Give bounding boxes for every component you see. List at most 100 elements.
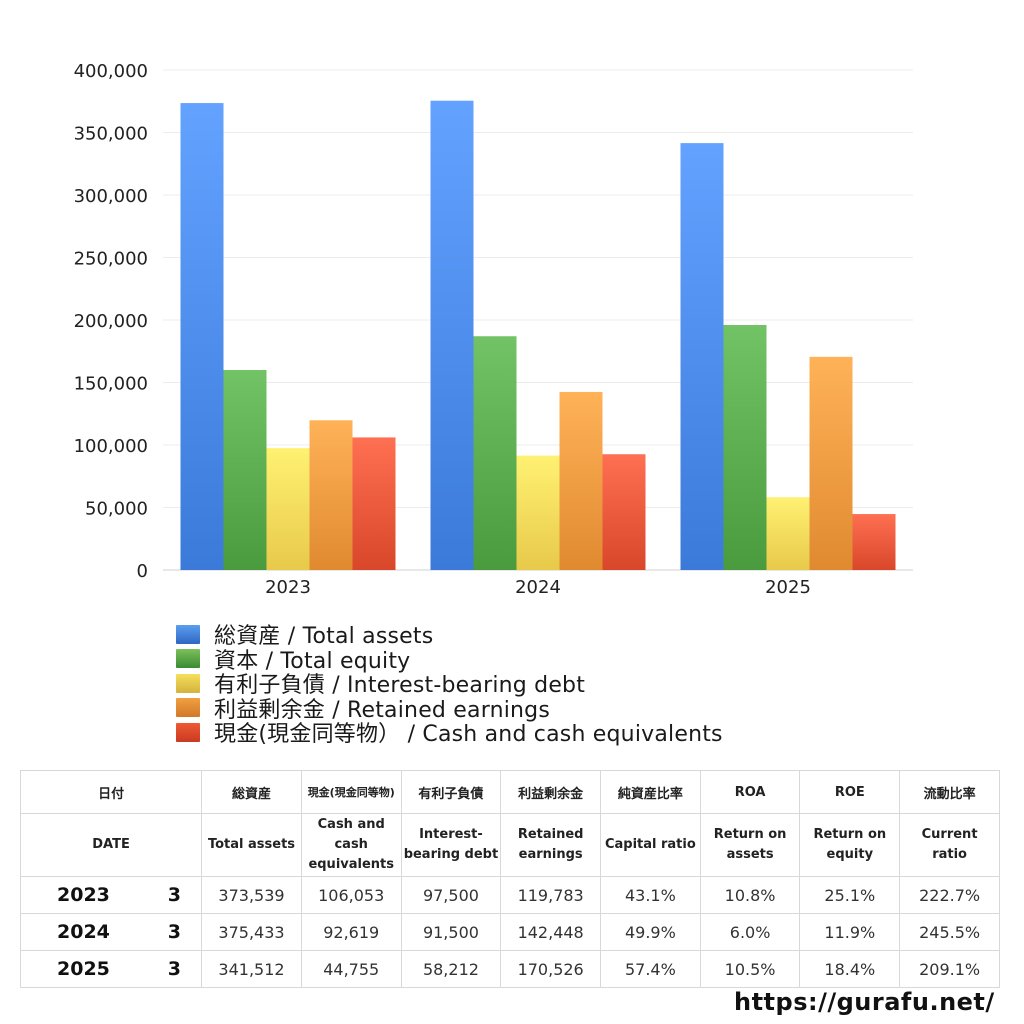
cell-debt: 91,500 <box>400 913 502 951</box>
cell-capital-ratio: 57.4% <box>600 950 701 988</box>
cell-roe: 11.9% <box>799 913 901 951</box>
bar-2023-series-1 <box>223 370 267 570</box>
cell-retained: 119,783 <box>500 876 602 914</box>
y-tick-label: 350,000 <box>74 124 148 145</box>
header-roe-jp: ROE <box>799 770 901 814</box>
table-row: 2024 3 375,433 92,619 91,500 142,448 49.… <box>19 913 1000 951</box>
bar-chart: 0 50,000 100,000 150,000 200,000 250,000 300,0… <box>74 61 913 598</box>
header-retained-en: Retained earnings <box>500 813 602 877</box>
table-row: 2023 3 373,539 106,053 97,500 119,783 43… <box>19 876 1000 914</box>
legend-swatch <box>176 649 200 669</box>
row-month: 3 <box>149 950 203 988</box>
bar-2025-series-2 <box>766 497 810 570</box>
cell-cash: 92,619 <box>300 913 402 951</box>
bar-2025-series-4 <box>852 514 896 570</box>
cell-total-assets: 341,512 <box>201 950 302 988</box>
cell-cash: 106,053 <box>300 876 402 914</box>
legend-swatch <box>176 722 200 742</box>
legend-label: 利益剰余金 / Retained earnings <box>214 697 550 723</box>
y-tick-label: 50,000 <box>85 499 148 520</box>
cell-roa: 10.8% <box>699 876 801 914</box>
header-retained-jp: 利益剰余金 <box>500 770 602 814</box>
cell-capital-ratio: 43.1% <box>600 876 701 914</box>
y-tick-label: 100,000 <box>74 436 148 457</box>
table-row: 2025 3 341,512 44,755 58,212 170,526 57.… <box>19 950 1000 988</box>
bar-2023-series-4 <box>352 437 396 570</box>
bars <box>180 100 896 571</box>
header-total-assets-en: Total assets <box>201 813 302 877</box>
row-year: 2024 <box>19 913 150 951</box>
cell-current-ratio: 222.7% <box>899 876 1000 914</box>
table-header-jp: 日付 総資産 現金(現金同等物) 有利子負債 利益剰余金 純資産比率 ROA R… <box>19 770 1000 814</box>
header-total-assets-jp: 総資産 <box>201 770 302 814</box>
y-tick-label: 250,000 <box>74 249 148 270</box>
bar-2024-series-2 <box>516 455 560 570</box>
x-tick-label: 2023 <box>265 577 311 598</box>
y-tick-label: 300,000 <box>74 186 148 207</box>
legend-label: 総資産 / Total assets <box>214 624 434 650</box>
legend-item-total-assets: 総資産 / Total assets <box>176 622 723 649</box>
table-header-en: DATE Total assets Cash and cash equivale… <box>19 813 1000 877</box>
cell-retained: 142,448 <box>500 913 602 951</box>
header-roa-jp: ROA <box>699 770 801 814</box>
legend-item-total-equity: 資本 / Total equity <box>176 647 723 674</box>
cell-roe: 18.4% <box>799 950 901 988</box>
cell-roa: 10.5% <box>699 950 801 988</box>
cell-cash: 44,755 <box>300 950 402 988</box>
header-capital-ratio-jp: 純資産比率 <box>600 770 701 814</box>
bar-2024-series-4 <box>602 454 646 570</box>
bar-2025-series-3 <box>809 356 853 570</box>
legend-item-interest-bearing-debt: 有利子負債 / Interest-bearing debt <box>176 671 723 698</box>
legend-item-cash: 現金(現金同等物） / Cash and cash equivalents <box>176 720 723 747</box>
header-roa-en: Return on assets <box>699 813 801 877</box>
y-tick-label: 0 <box>137 561 148 582</box>
legend-swatch <box>176 698 200 718</box>
header-current-ratio-en: Current ratio <box>899 813 1000 877</box>
bar-2024-series-0 <box>430 100 474 571</box>
row-year: 2023 <box>19 876 150 914</box>
cell-retained: 170,526 <box>500 950 602 988</box>
cell-roe: 25.1% <box>799 876 901 914</box>
row-month: 3 <box>149 913 203 951</box>
legend-item-retained-earnings: 利益剰余金 / Retained earnings <box>176 696 723 723</box>
financial-table: 日付 総資産 現金(現金同等物) 有利子負債 利益剰余金 純資産比率 ROA R… <box>19 770 1000 988</box>
cell-debt: 97,500 <box>400 876 502 914</box>
cell-current-ratio: 209.1% <box>899 950 1000 988</box>
header-date-en: DATE <box>19 813 203 877</box>
legend-swatch <box>176 624 200 644</box>
bar-2025-series-1 <box>723 325 767 570</box>
row-month: 3 <box>149 876 203 914</box>
cell-total-assets: 375,433 <box>201 913 302 951</box>
chart-legend: 総資産 / Total assets 資本 / Total equity 有利子… <box>176 622 723 747</box>
cell-current-ratio: 245.5% <box>899 913 1000 951</box>
cell-total-assets: 373,539 <box>201 876 302 914</box>
y-tick-label: 400,000 <box>74 61 148 82</box>
bar-2024-series-3 <box>559 391 603 570</box>
y-tick-label: 200,000 <box>74 311 148 332</box>
x-tick-label: 2025 <box>765 577 811 598</box>
legend-label: 資本 / Total equity <box>214 648 411 674</box>
header-current-ratio-jp: 流動比率 <box>899 770 1000 814</box>
bar-2024-series-1 <box>473 336 517 570</box>
cell-capital-ratio: 49.9% <box>600 913 701 951</box>
row-year: 2025 <box>19 950 150 988</box>
bar-2023-series-0 <box>180 103 224 571</box>
header-capital-ratio-en: Capital ratio <box>600 813 701 877</box>
header-roe-en: Return on equity <box>799 813 901 877</box>
header-cash-jp: 現金(現金同等物) <box>300 770 402 814</box>
header-debt-en: Interest-bearing debt <box>400 813 502 877</box>
header-cash-en: Cash and cash equivalents <box>300 813 402 877</box>
site-url: https://gurafu.net/ <box>734 988 995 1016</box>
cell-roa: 6.0% <box>699 913 801 951</box>
legend-swatch <box>176 673 200 693</box>
header-date-jp: 日付 <box>19 770 203 814</box>
legend-label: 有利子負債 / Interest-bearing debt <box>214 673 586 699</box>
x-tick-label: 2024 <box>515 577 561 598</box>
bar-2023-series-2 <box>266 448 310 570</box>
legend-label: 現金(現金同等物） / Cash and cash equivalents <box>214 722 723 748</box>
header-debt-jp: 有利子負債 <box>400 770 502 814</box>
bar-2025-series-0 <box>680 143 724 571</box>
y-tick-label: 150,000 <box>74 374 148 395</box>
y-axis-ticks: 0 50,000 100,000 150,000 200,000 250,000 300,0… <box>74 61 148 582</box>
bar-2023-series-3 <box>309 420 353 570</box>
